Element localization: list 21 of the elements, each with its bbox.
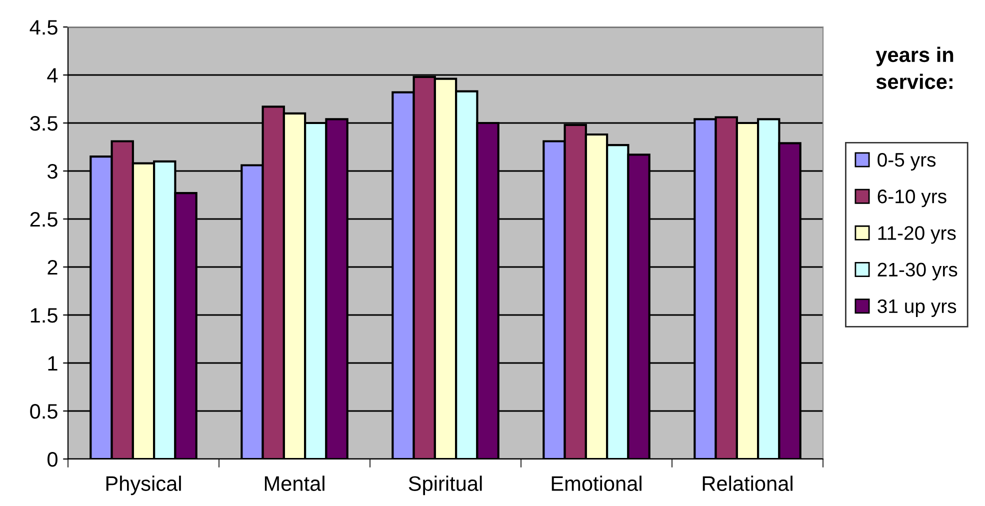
y-tick-label: 0 — [48, 452, 58, 467]
y-tick-label: 2.5 — [30, 212, 58, 227]
y-tick-label: 1 — [48, 356, 58, 371]
y-tick-label: 3.5 — [30, 116, 58, 131]
x-tick-label: Physical — [106, 476, 181, 496]
x-tick-label: Relational — [702, 476, 792, 491]
legend-label: 0-5 yrs — [878, 152, 936, 171]
legend-label: 21-30 yrs — [878, 262, 958, 280]
legend-label: 11-20 yrs — [878, 226, 956, 244]
y-tick-label: 4 — [47, 68, 58, 83]
legend-label: 31 up yrs — [878, 299, 956, 317]
y-tick-label: 0.5 — [30, 404, 58, 419]
x-tick-label: Spiritual — [408, 476, 482, 496]
y-tick-label: 3 — [47, 164, 58, 179]
y-tick-label: 1.5 — [30, 308, 58, 323]
y-tick-label: 4.5 — [30, 20, 58, 35]
y-tick-label: 2 — [48, 260, 58, 275]
x-tick-label: Emotional — [552, 476, 642, 491]
x-tick-label: Mental — [264, 476, 324, 491]
legend-label: 6-10 yrs — [878, 190, 946, 208]
legend-title: years in service: — [876, 46, 954, 90]
